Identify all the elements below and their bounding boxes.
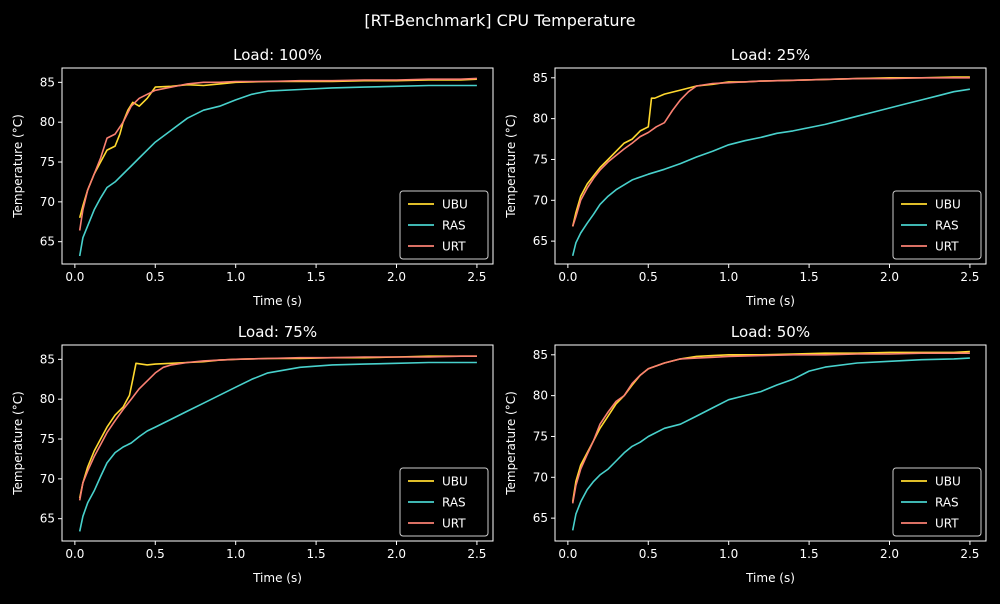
series-line-urt xyxy=(571,77,970,227)
x-tick-label: 0.0 xyxy=(558,270,577,284)
legend: UBU RAS URT xyxy=(892,190,982,260)
y-tick-label: 75 xyxy=(533,429,548,443)
x-tick-label: 1.5 xyxy=(800,547,819,561)
legend-box xyxy=(399,190,489,260)
legend-label-urt: URT xyxy=(442,240,466,254)
subplot-title: Load: 25% xyxy=(731,46,810,64)
y-tick-label: 70 xyxy=(40,195,55,209)
y-tick-label: 70 xyxy=(533,193,548,207)
y-tick-label: 75 xyxy=(40,155,55,169)
x-tick-label: 2.0 xyxy=(387,270,406,284)
x-tick-label: 0.0 xyxy=(65,547,84,561)
series-line-ras xyxy=(78,361,477,532)
x-axis-label: Time (s) xyxy=(252,294,302,308)
y-tick-label: 70 xyxy=(40,472,55,486)
x-tick-label: 1.0 xyxy=(719,270,738,284)
y-tick-label: 65 xyxy=(533,511,548,525)
subplot-3: Load: 75% 0.0 0.5 1.0 1.5 2.0 2.5 65 70 75 80 85 Tim… xyxy=(11,323,494,585)
y-tick-label: 80 xyxy=(40,392,55,406)
legend-label-ras: RAS xyxy=(935,219,959,233)
x-tick-label: 2.0 xyxy=(880,547,899,561)
x-tick-label: 0.5 xyxy=(639,270,658,284)
legend-label-ras: RAS xyxy=(442,496,466,510)
subplot-2: Load: 25% 0.0 0.5 1.0 1.5 2.0 2.5 65 70 75 80 85 Tim… xyxy=(504,46,987,308)
x-tick-label: 1.5 xyxy=(800,270,819,284)
y-tick-label: 70 xyxy=(533,470,548,484)
plot-frame xyxy=(61,344,494,542)
y-tick-label: 65 xyxy=(40,235,55,249)
series-line-ras xyxy=(78,84,477,257)
y-tick-label: 85 xyxy=(40,352,55,366)
plot-frame xyxy=(61,67,494,265)
subplot-1: Load: 100% 0.0 0.5 1.0 1.5 2.0 2.5 65 70 75 80 85 Ti… xyxy=(11,46,494,308)
x-tick-label: 1.5 xyxy=(307,547,326,561)
x-tick-label: 0.0 xyxy=(558,547,577,561)
y-axis-label: Temperature (°C) xyxy=(504,391,518,496)
y-tick-label: 85 xyxy=(533,348,548,362)
y-axis-label: Temperature (°C) xyxy=(504,114,518,219)
x-tick-label: 0.0 xyxy=(65,270,84,284)
y-tick-label: 80 xyxy=(40,115,55,129)
subplot-title: Load: 50% xyxy=(731,323,810,341)
y-tick-label: 85 xyxy=(533,71,548,85)
series-line-ras xyxy=(571,88,971,256)
x-tick-label: 2.5 xyxy=(960,547,979,561)
legend-label-ubu: UBU xyxy=(935,198,961,212)
x-tick-label: 0.5 xyxy=(146,270,165,284)
subplot-title: Load: 100% xyxy=(233,46,322,64)
x-tick-label: 1.0 xyxy=(226,547,245,561)
series-line-ras xyxy=(571,357,970,531)
x-tick-label: 0.5 xyxy=(639,547,658,561)
legend-box xyxy=(892,467,982,537)
x-tick-label: 2.0 xyxy=(387,547,406,561)
subplot-4: Load: 50% 0.0 0.5 1.0 1.5 2.0 2.5 65 70 75 80 85 Tim… xyxy=(504,323,987,585)
series-line-urt xyxy=(78,77,477,231)
legend-label-ubu: UBU xyxy=(442,475,468,489)
legend-label-ubu: UBU xyxy=(935,475,961,489)
plot-frame xyxy=(554,344,987,542)
legend-label-urt: URT xyxy=(935,517,959,531)
y-tick-label: 85 xyxy=(40,75,55,89)
series-line-urt xyxy=(78,355,477,501)
plot-frame xyxy=(554,67,987,265)
legend: UBU RAS URT xyxy=(399,190,489,260)
figure-title: [RT-Benchmark] CPU Temperature xyxy=(364,11,635,30)
legend-label-urt: URT xyxy=(442,517,466,531)
x-tick-label: 2.5 xyxy=(960,270,979,284)
y-axis-label: Temperature (°C) xyxy=(11,114,25,219)
legend-label-ras: RAS xyxy=(442,219,466,233)
legend-label-ubu: UBU xyxy=(442,198,468,212)
x-tick-label: 2.5 xyxy=(467,270,486,284)
series-line-urt xyxy=(571,352,970,504)
legend: UBU RAS URT xyxy=(399,467,489,537)
x-axis-label: Time (s) xyxy=(745,571,795,585)
legend: UBU RAS URT xyxy=(892,467,982,537)
legend-label-urt: URT xyxy=(935,240,959,254)
subplot-title: Load: 75% xyxy=(238,323,317,341)
legend-label-ras: RAS xyxy=(935,496,959,510)
y-tick-label: 75 xyxy=(40,432,55,446)
y-tick-label: 80 xyxy=(533,389,548,403)
y-tick-label: 65 xyxy=(533,234,548,248)
x-tick-label: 2.5 xyxy=(467,547,486,561)
x-tick-label: 1.5 xyxy=(307,270,326,284)
x-axis-label: Time (s) xyxy=(745,294,795,308)
x-tick-label: 1.0 xyxy=(226,270,245,284)
x-tick-label: 1.0 xyxy=(719,547,738,561)
legend-box xyxy=(399,467,489,537)
legend-box xyxy=(892,190,982,260)
x-axis-label: Time (s) xyxy=(252,571,302,585)
x-tick-label: 2.0 xyxy=(880,270,899,284)
y-tick-label: 65 xyxy=(40,512,55,526)
y-axis-label: Temperature (°C) xyxy=(11,391,25,496)
y-tick-label: 75 xyxy=(533,152,548,166)
y-tick-label: 80 xyxy=(533,112,548,126)
x-tick-label: 0.5 xyxy=(146,547,165,561)
